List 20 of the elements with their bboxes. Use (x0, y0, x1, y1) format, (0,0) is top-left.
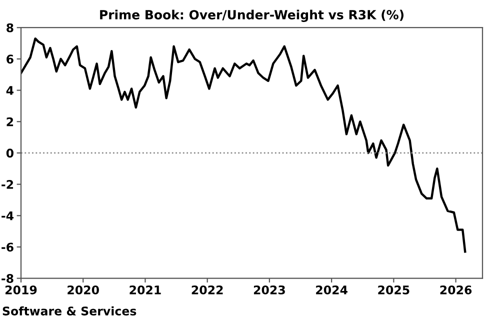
text: Software & Services (2, 306, 136, 316)
y-tick-label: 2 (6, 117, 14, 126)
x-tick-label: 2019 (6, 285, 37, 294)
y-tick-label: 4 (6, 86, 14, 95)
y-tick-label: -8 (2, 274, 14, 283)
x-tick-label: 2026 (440, 285, 472, 294)
x-tick-label: 2021 (130, 285, 161, 294)
chart-title: Prime Book: Over/Under-Weight vs R3K (%) (100, 10, 404, 22)
x-tick-label: 2020 (68, 285, 99, 294)
x-tick-label: 2024 (316, 285, 348, 294)
y-tick-label: -4 (2, 212, 14, 220)
y-tick-label: -6 (2, 242, 14, 252)
x-tick-label: 2023 (254, 285, 285, 294)
x-tick-label: 2025 (378, 285, 410, 294)
line-series (21, 37, 466, 253)
y-tick-label: 8 (6, 23, 14, 32)
x-tick-label: 2022 (192, 285, 223, 294)
y-tick-label: 6 (6, 54, 14, 64)
y-tick-label: 0 (6, 148, 14, 158)
y-tick-label: -2 (2, 180, 14, 189)
